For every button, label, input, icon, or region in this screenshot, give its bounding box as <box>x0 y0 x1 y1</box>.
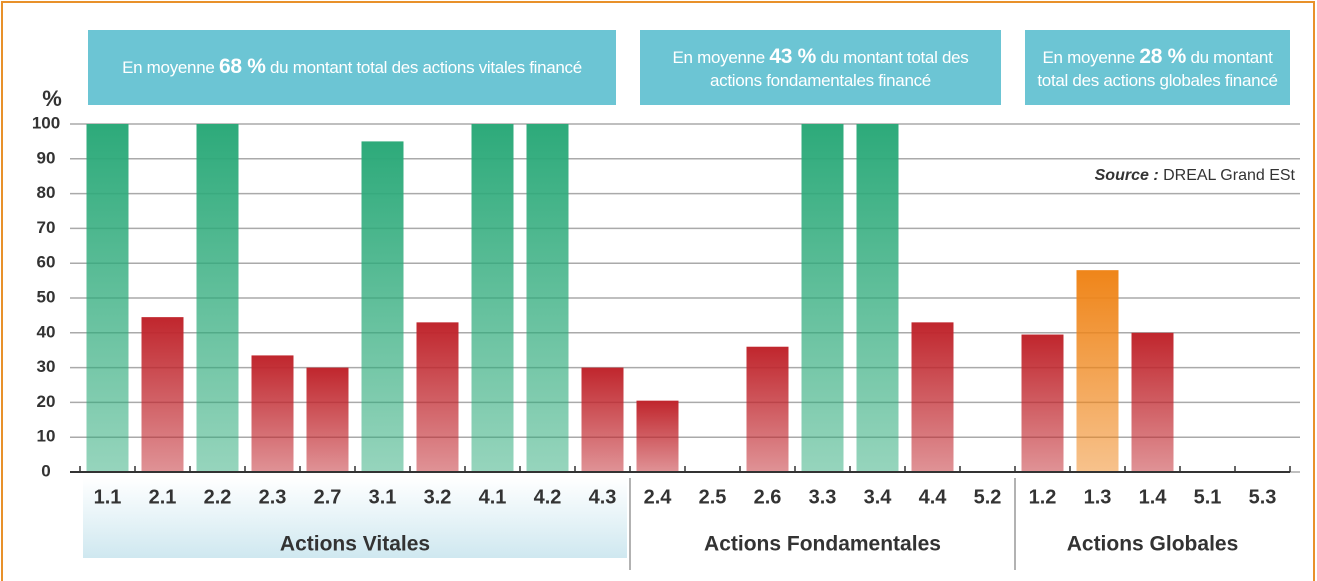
x-tick-label: 3.1 <box>369 486 397 508</box>
y-tick-label: 60 <box>37 253 56 272</box>
x-tick-label: 1.1 <box>94 486 122 508</box>
x-tick-label: 5.1 <box>1194 486 1222 508</box>
x-tick-label: 5.2 <box>974 486 1002 508</box>
annotation-part: En moyenne <box>122 58 219 78</box>
bar <box>361 141 404 472</box>
y-tick-label: 90 <box>37 148 56 167</box>
x-tick-label: 2.5 <box>699 486 727 508</box>
x-tick-label: 3.4 <box>864 486 893 508</box>
y-tick-label: 0 <box>41 461 50 480</box>
bar <box>856 124 899 472</box>
annotation-part: 68 % <box>218 55 266 79</box>
x-tick-label: 5.3 <box>1249 486 1277 508</box>
annotation-part: 28 % <box>1139 44 1187 68</box>
y-tick-label: 50 <box>37 287 56 306</box>
annotation: En moyenne 43 % du montant total des act… <box>640 30 1001 105</box>
bar <box>801 124 844 472</box>
bar <box>581 367 624 472</box>
annotation-part: En moyenne <box>1042 47 1140 67</box>
bar <box>636 400 679 472</box>
annotation: En moyenne 28 % du montant total des act… <box>1025 30 1290 105</box>
annotation-part: En moyenne <box>672 47 770 67</box>
x-tick-label: 3.2 <box>424 486 452 508</box>
group-label: Actions Globales <box>1067 533 1239 556</box>
group-label: Actions Fondamentales <box>704 533 941 556</box>
x-tick-label: 2.6 <box>754 486 782 508</box>
y-axis-label: % <box>42 86 62 111</box>
bar <box>471 124 514 472</box>
annotation-part: 43 % <box>769 44 817 68</box>
annotation-part: du montant total des actions fondamental… <box>710 47 969 90</box>
bar <box>1021 334 1064 472</box>
y-tick-label: 70 <box>37 218 56 237</box>
source: Source : DREAL Grand ESt <box>1095 167 1296 184</box>
y-tick-label: 30 <box>37 357 56 376</box>
bar <box>251 355 294 472</box>
bar <box>306 367 349 472</box>
bar <box>911 322 954 472</box>
bar <box>141 317 184 472</box>
bar <box>1076 270 1119 472</box>
x-tick-label: 1.4 <box>1139 486 1168 508</box>
x-tick-label: 4.2 <box>534 486 562 508</box>
bar <box>86 124 129 472</box>
y-tick-label: 80 <box>37 183 56 202</box>
source-label: Source : <box>1095 167 1159 184</box>
x-tick-label: 2.3 <box>259 486 287 508</box>
annotation-part: du montant total des actions globales fi… <box>1037 47 1278 90</box>
group-label: Actions Vitales <box>280 533 430 556</box>
bar <box>416 322 459 472</box>
group-highlight <box>83 478 627 558</box>
x-tick-label: 2.2 <box>204 486 232 508</box>
x-tick-label: 2.4 <box>644 486 673 508</box>
annotation-part: du montant total des actions vitales fin… <box>265 58 582 78</box>
y-tick-label: 100 <box>32 113 60 132</box>
source-text: DREAL Grand ESt <box>1159 167 1296 184</box>
annotation: En moyenne 68 % du montant total des act… <box>88 30 616 105</box>
bar <box>1131 332 1174 472</box>
x-tick-label: 3.3 <box>809 486 837 508</box>
y-tick-label: 40 <box>37 322 56 341</box>
x-tick-label: 2.7 <box>314 486 342 508</box>
bar <box>746 346 789 472</box>
bar <box>526 124 569 472</box>
x-tick-label: 1.2 <box>1029 486 1057 508</box>
x-tick-label: 4.1 <box>479 486 507 508</box>
x-tick-label: 1.3 <box>1084 486 1112 508</box>
x-tick-label: 4.3 <box>589 486 617 508</box>
x-tick-label: 2.1 <box>149 486 177 508</box>
x-tick-label: 4.4 <box>919 486 948 508</box>
y-tick-label: 10 <box>37 427 56 446</box>
y-tick-label: 20 <box>37 392 56 411</box>
bar <box>196 124 239 472</box>
